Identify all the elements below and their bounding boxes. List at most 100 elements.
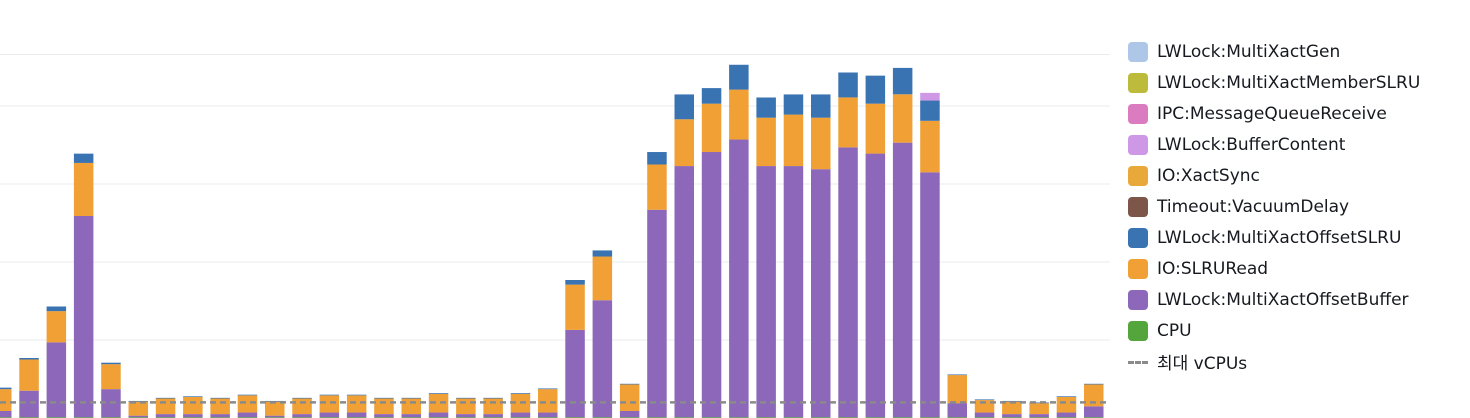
bar-segment[interactable] [729,139,749,418]
bar-segment[interactable] [0,387,12,390]
bar-segment[interactable] [592,300,613,418]
legend-item-messagequeuereceive[interactable]: IPC:MessageQueueReceive [1128,98,1458,129]
bar-segment[interactable] [319,412,340,418]
bar-segment[interactable] [483,398,503,415]
bar-segment[interactable] [237,395,258,413]
bar-segment[interactable] [1084,384,1104,407]
bar-segment[interactable] [920,92,940,101]
bar-segment[interactable] [19,357,39,360]
bar-segment[interactable] [155,397,176,399]
bar-segment[interactable] [510,393,531,394]
bar-segment[interactable] [374,398,394,415]
bar-segment[interactable] [128,400,149,402]
bar-segment[interactable] [647,209,667,418]
bar-segment[interactable] [729,89,749,140]
bar-segment[interactable] [756,117,776,167]
bar-segment[interactable] [947,403,968,418]
bar-segment[interactable] [428,412,449,418]
bar-segment[interactable] [538,388,558,390]
bar-segment[interactable] [920,100,940,121]
legend-item-buffercontent[interactable]: LWLock:BufferContent [1128,129,1458,160]
bar-segment[interactable] [1084,406,1104,418]
bar-segment[interactable] [101,362,121,365]
bar-segment[interactable] [756,97,776,118]
bar-segment[interactable] [73,215,94,418]
bar-segment[interactable] [974,399,995,401]
bar-segment[interactable] [19,390,39,418]
bar-segment[interactable] [1056,396,1077,413]
bar-segment[interactable] [73,153,94,163]
bar-segment[interactable] [565,279,585,285]
bar-segment[interactable] [701,152,722,418]
bar-segment[interactable] [592,256,613,301]
bar-segment[interactable] [729,64,749,90]
bar-segment[interactable] [783,94,804,115]
bar-segment[interactable] [401,414,422,418]
bar-segment[interactable] [73,162,94,216]
bar-segment[interactable] [974,412,995,418]
bar-segment[interactable] [647,152,667,165]
bar-segment[interactable] [401,398,422,415]
bar-segment[interactable] [265,415,285,418]
bar-segment[interactable] [155,398,176,415]
bar-segment[interactable] [319,395,340,413]
bar-segment[interactable] [456,398,476,415]
bar-segment[interactable] [811,169,831,418]
bar-segment[interactable] [183,414,203,418]
legend-item-cpu[interactable]: CPU [1128,315,1458,346]
bar-segment[interactable] [483,397,503,399]
bar-segment[interactable] [346,394,367,396]
bar-segment[interactable] [647,164,667,210]
bar-segment[interactable] [974,400,995,413]
bar-segment[interactable] [619,384,640,411]
bar-segment[interactable] [1002,401,1022,415]
bar-segment[interactable] [1056,412,1077,418]
bar-segment[interactable] [19,359,39,391]
bar-segment[interactable] [237,412,258,418]
bar-segment[interactable] [865,103,886,154]
legend-item-multixactgen[interactable]: LWLock:MultiXactGen [1128,36,1458,67]
bar-segment[interactable] [1002,414,1022,418]
bar-segment[interactable] [1084,383,1104,385]
bar-segment[interactable] [756,166,776,418]
bar-segment[interactable] [428,393,449,394]
bar-segment[interactable] [183,396,203,397]
bar-segment[interactable] [920,172,940,418]
legend-item-multixactoffsetslru[interactable]: LWLock:MultiXactOffsetSLRU [1128,222,1458,253]
bar-segment[interactable] [292,397,312,399]
bar-segment[interactable] [1029,402,1049,404]
bar-segment[interactable] [46,342,67,418]
bar-segment[interactable] [46,306,67,312]
bar-segment[interactable] [619,383,640,385]
bar-segment[interactable] [538,412,558,418]
legend-item-multixactoffsetbuffer[interactable]: LWLock:MultiXactOffsetBuffer [1128,284,1458,315]
bar-segment[interactable] [456,397,476,399]
bar-segment[interactable] [210,414,230,418]
bar-segment[interactable] [128,401,149,416]
bar-segment[interactable] [456,414,476,418]
bar-segment[interactable] [1056,396,1077,397]
bar-segment[interactable] [892,94,913,143]
bar-segment[interactable] [947,374,968,376]
bar-segment[interactable] [783,166,804,418]
bar-segment[interactable] [674,94,695,120]
bar-segment[interactable] [374,414,394,418]
bar-segment[interactable] [483,414,503,418]
bar-segment[interactable] [237,394,258,396]
bar-segment[interactable] [101,364,121,390]
bar-segment[interactable] [155,414,176,418]
bar-segment[interactable] [510,412,531,418]
bar-segment[interactable] [838,97,858,148]
bar-segment[interactable] [811,94,831,118]
legend-item-vacuumdelay[interactable]: Timeout:VacuumDelay [1128,191,1458,222]
bar-segment[interactable] [592,250,613,257]
bar-segment[interactable] [210,397,230,399]
bar-segment[interactable] [565,329,585,418]
bar-segment[interactable] [46,311,67,343]
bar-segment[interactable] [811,117,831,170]
legend-item-slruread[interactable]: IO:SLRURead [1128,253,1458,284]
bar-segment[interactable] [892,142,913,418]
bar-segment[interactable] [783,114,804,167]
bar-segment[interactable] [1029,414,1049,418]
bar-segment[interactable] [265,401,285,416]
